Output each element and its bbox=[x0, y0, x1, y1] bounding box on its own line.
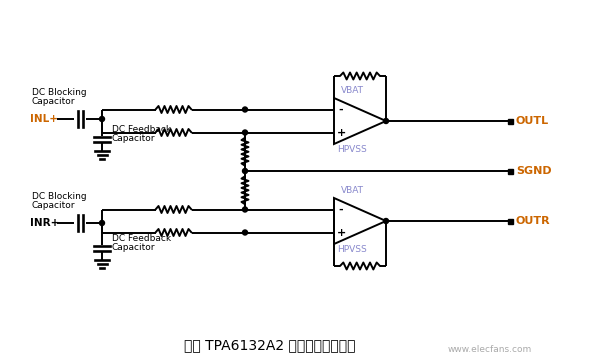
Text: Capacitor: Capacitor bbox=[112, 134, 156, 143]
Bar bbox=[507, 118, 513, 123]
Bar bbox=[507, 218, 513, 223]
Circle shape bbox=[99, 117, 104, 122]
Text: +: + bbox=[337, 227, 346, 238]
Text: Capacitor: Capacitor bbox=[32, 201, 75, 210]
Text: INR+: INR+ bbox=[30, 218, 59, 228]
Text: Capacitor: Capacitor bbox=[112, 243, 156, 252]
Text: OUTL: OUTL bbox=[516, 116, 549, 126]
Circle shape bbox=[243, 169, 247, 174]
Text: Capacitor: Capacitor bbox=[32, 97, 75, 106]
Text: VBAT: VBAT bbox=[340, 186, 364, 195]
Text: DC Blocking: DC Blocking bbox=[32, 192, 87, 201]
Bar bbox=[507, 169, 513, 174]
Text: SGND: SGND bbox=[516, 166, 552, 176]
Circle shape bbox=[99, 221, 104, 226]
Text: HPVSS: HPVSS bbox=[337, 145, 367, 154]
Text: 图三 TPA6132A2 单端正相相放大器: 图三 TPA6132A2 单端正相相放大器 bbox=[184, 338, 356, 352]
Circle shape bbox=[243, 207, 247, 212]
Text: -: - bbox=[338, 204, 343, 214]
Text: HPVSS: HPVSS bbox=[337, 245, 367, 254]
Text: +: + bbox=[337, 127, 346, 138]
Text: -: - bbox=[338, 104, 343, 114]
Text: OUTR: OUTR bbox=[516, 216, 550, 226]
Text: www.elecfans.com: www.elecfans.com bbox=[448, 344, 532, 353]
Circle shape bbox=[243, 107, 247, 112]
Text: DC Blocking: DC Blocking bbox=[32, 88, 87, 97]
Text: INL+: INL+ bbox=[30, 114, 58, 124]
Circle shape bbox=[243, 230, 247, 235]
Circle shape bbox=[383, 118, 389, 123]
Text: VBAT: VBAT bbox=[340, 86, 364, 95]
Text: DC Feedback: DC Feedback bbox=[112, 234, 171, 243]
Circle shape bbox=[243, 130, 247, 135]
Text: DC Feedback: DC Feedback bbox=[112, 125, 171, 134]
Circle shape bbox=[383, 218, 389, 223]
